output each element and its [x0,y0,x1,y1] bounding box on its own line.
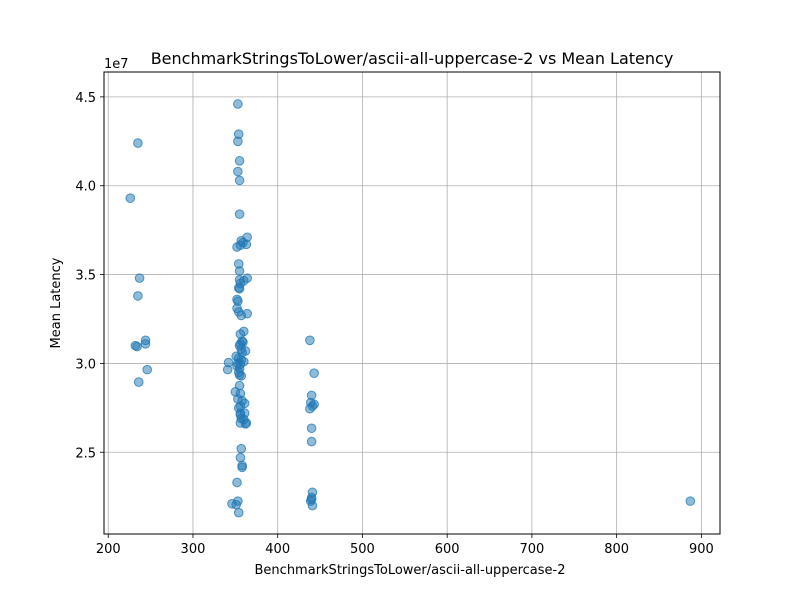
scatter-point [306,436,317,447]
axis-ticks: 200 300 400 500 600 700 800 900 2.5 3.0 3.5 4.0 4.5 [75,91,713,557]
x-tick-label: 200 [96,542,121,557]
scatter-point [133,291,143,301]
scatter-point [234,266,245,276]
scatter-point [309,368,319,378]
scatter-point [233,166,243,177]
y-axis-label: Mean Latency [49,257,64,348]
scatter-point [132,341,142,352]
scatter-point [140,339,151,349]
scatter-point [305,403,315,414]
y-tick-label: 2.5 [75,446,96,461]
scatter-point [133,138,143,148]
scatter-point [233,507,244,518]
scatter-point [233,99,243,109]
scatter-point [307,500,318,511]
scatter-point [685,496,696,506]
scatter-point [133,377,144,387]
scatter-point [231,499,241,510]
scatter-point [237,462,247,473]
scatter-point [236,443,247,454]
scatter-point [234,283,245,294]
scatter-point [240,419,251,429]
x-tick-label: 400 [265,542,290,557]
y-tick-label: 3.5 [75,269,96,284]
x-tick-label: 300 [181,542,206,557]
y-tick-label: 3.0 [75,357,96,372]
scatter-point [236,371,247,381]
scatter-point [125,193,136,203]
x-tick-label: 900 [689,542,714,557]
x-axis-label: BenchmarkStringsToLower/ascii-all-upperc… [255,563,566,578]
scatter-point [232,242,242,252]
y-tick-label: 4.5 [75,91,96,106]
x-tick-label: 800 [604,542,629,557]
scatter-point [222,364,233,375]
chart-title: BenchmarkStringsToLower/ascii-all-upperc… [151,49,674,68]
data-points [125,99,696,518]
scatter-point [306,423,317,434]
grid-lines [104,72,720,534]
scatter-point [233,136,243,147]
y-tick-label: 4.0 [75,180,96,195]
scatter-point [305,335,315,346]
scatter-point [234,209,245,219]
scatter-point [234,175,245,186]
scatter-point [142,364,153,375]
plot-area-frame [103,71,721,535]
y-offset-label: 1e7 [104,57,129,72]
scatter-point [236,310,247,321]
scatter-point [235,452,246,463]
scatter-point [232,477,242,488]
x-tick-label: 500 [350,542,375,557]
scatter-point [134,273,145,283]
scatter-point [234,156,245,166]
x-tick-label: 600 [435,542,460,557]
x-tick-label: 700 [519,542,544,557]
